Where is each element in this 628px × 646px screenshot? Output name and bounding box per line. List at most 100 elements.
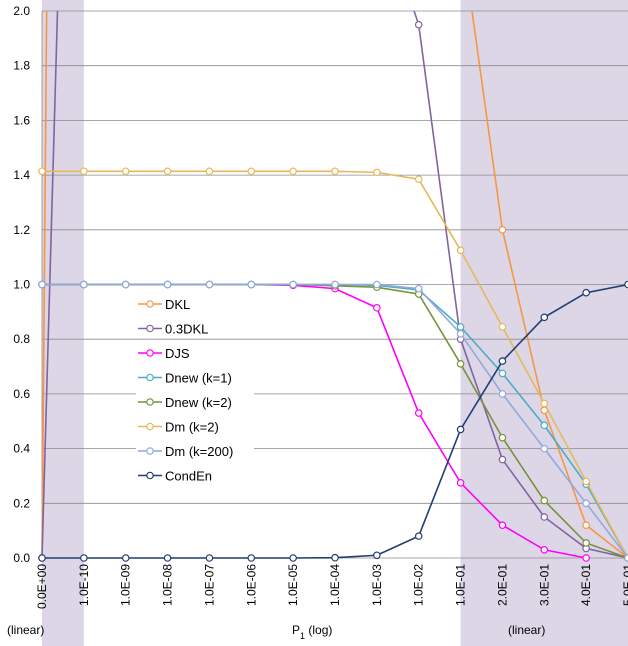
x-axis-label-suffix: (log) [305,623,332,637]
data-point [540,421,549,430]
series-line [41,11,628,559]
data-point [331,553,339,562]
data-point [80,554,88,562]
y-tick-label: 0.2 [13,496,30,510]
legend-item: Dm (k=2) [136,415,254,437]
data-point [80,167,88,176]
data-point [289,554,297,562]
x-axis-label-group: P1 (log) (linear) (linear) [7,623,545,641]
data-point [498,521,507,529]
y-tick-labels: 0.0 0.2 0.4 0.6 0.8 1.0 1.2 1.4 1.6 1.8 2.0 [13,4,30,565]
legend-bg [136,464,254,486]
data-point [456,425,465,434]
data-point [456,360,465,368]
x-tick-label: 0.0E+00 [35,564,49,609]
legend-bg [136,317,254,339]
x-tick-label: 2.0E-01 [495,564,509,606]
legend-item: 0.3DKL [136,317,254,339]
data-point [289,167,297,176]
legend-label: CondEn [165,469,212,484]
legend-bg [136,415,254,437]
x-tick-label: 1.0E-02 [412,564,426,606]
y-tick-label: 0.8 [13,332,30,346]
x-tick-label: 5.0E-01 [621,564,628,606]
region-label-left: (linear) [7,623,44,637]
y-tick-label: 1.8 [13,59,30,73]
data-point [582,288,590,297]
y-tick-label: 0.0 [13,551,30,565]
legend-item: Dnew (k=2) [136,391,254,412]
legend-bg [136,293,254,314]
data-point [205,167,214,176]
data-point [163,167,172,176]
x-tick-labels: 0.0E+00 1.0E-10 1.0E-09 1.0E-08 1.0E-07 1.0E-… [35,564,628,609]
data-point [456,478,465,487]
region-label-right: (linear) [508,623,545,637]
data-point [163,554,172,562]
data-point [456,329,465,338]
x-tick-label: 1.0E-09 [119,564,133,606]
x-axis-label: P1 (log) [292,623,332,641]
legend-swatch-marker [146,373,154,382]
data-point [582,521,590,529]
legend-swatch-marker [146,447,154,455]
x-tick-label: 1.0E-03 [370,564,384,606]
data-point [38,554,46,562]
data-point [498,455,507,464]
legend-item: Dnew (k=1) [136,366,254,388]
x-tick-label: 1.0E-06 [244,564,258,606]
x-tick-label: 4.0E-01 [579,564,593,606]
data-point [38,280,46,289]
data-point [247,554,256,562]
data-point [582,539,590,547]
y-tick-label: 1.4 [13,168,30,182]
legend-swatch-marker [146,300,154,308]
y-tick-label: 1.0 [13,278,30,292]
y-tick-label: 1.2 [13,223,30,237]
data-point [582,554,590,562]
data-point [414,20,423,29]
data-point [540,313,549,322]
data-point [540,545,549,554]
data-point [373,280,381,289]
data-point [331,167,339,176]
data-point [289,280,297,289]
y-tick-label: 1.6 [13,113,30,127]
legend-swatch-marker [146,471,154,480]
data-point [582,477,590,486]
y-tick-label: 2.0 [13,4,30,18]
legend-item: Dm (k=200) [136,440,254,461]
data-point [414,532,423,540]
series-line [41,11,628,559]
y-tick-label: 0.6 [13,387,30,401]
x-axis-label-main: P [292,623,300,637]
x-tick-label: 1.0E-08 [161,564,175,606]
legend-label: DJS [165,346,190,361]
legend-bg [136,366,254,388]
x-tick-label: 1.0E-10 [77,564,91,606]
shaded-region-1 [460,0,628,646]
series-dm-k-200- [38,280,628,562]
legend-item: DKL [136,293,254,314]
data-point [582,499,590,508]
data-point [373,168,381,177]
x-tick-label: 1.0E-04 [328,564,342,606]
series-lines [38,11,628,562]
data-point [80,280,88,289]
legend-swatch-marker [146,398,154,406]
data-point [205,280,214,289]
data-point [498,433,507,442]
data-point [540,399,549,408]
legend-label: Dm (k=2) [165,420,219,435]
data-point [121,280,130,289]
x-tick-label: 1.0E-07 [202,564,216,606]
x-tick-label: 3.0E-01 [537,564,551,606]
shaded-regions [42,0,628,646]
data-point [247,167,256,176]
data-point [456,323,465,331]
legend-label: DKL [165,297,190,312]
data-point [498,369,507,378]
data-point [121,554,130,562]
data-point [414,409,423,417]
